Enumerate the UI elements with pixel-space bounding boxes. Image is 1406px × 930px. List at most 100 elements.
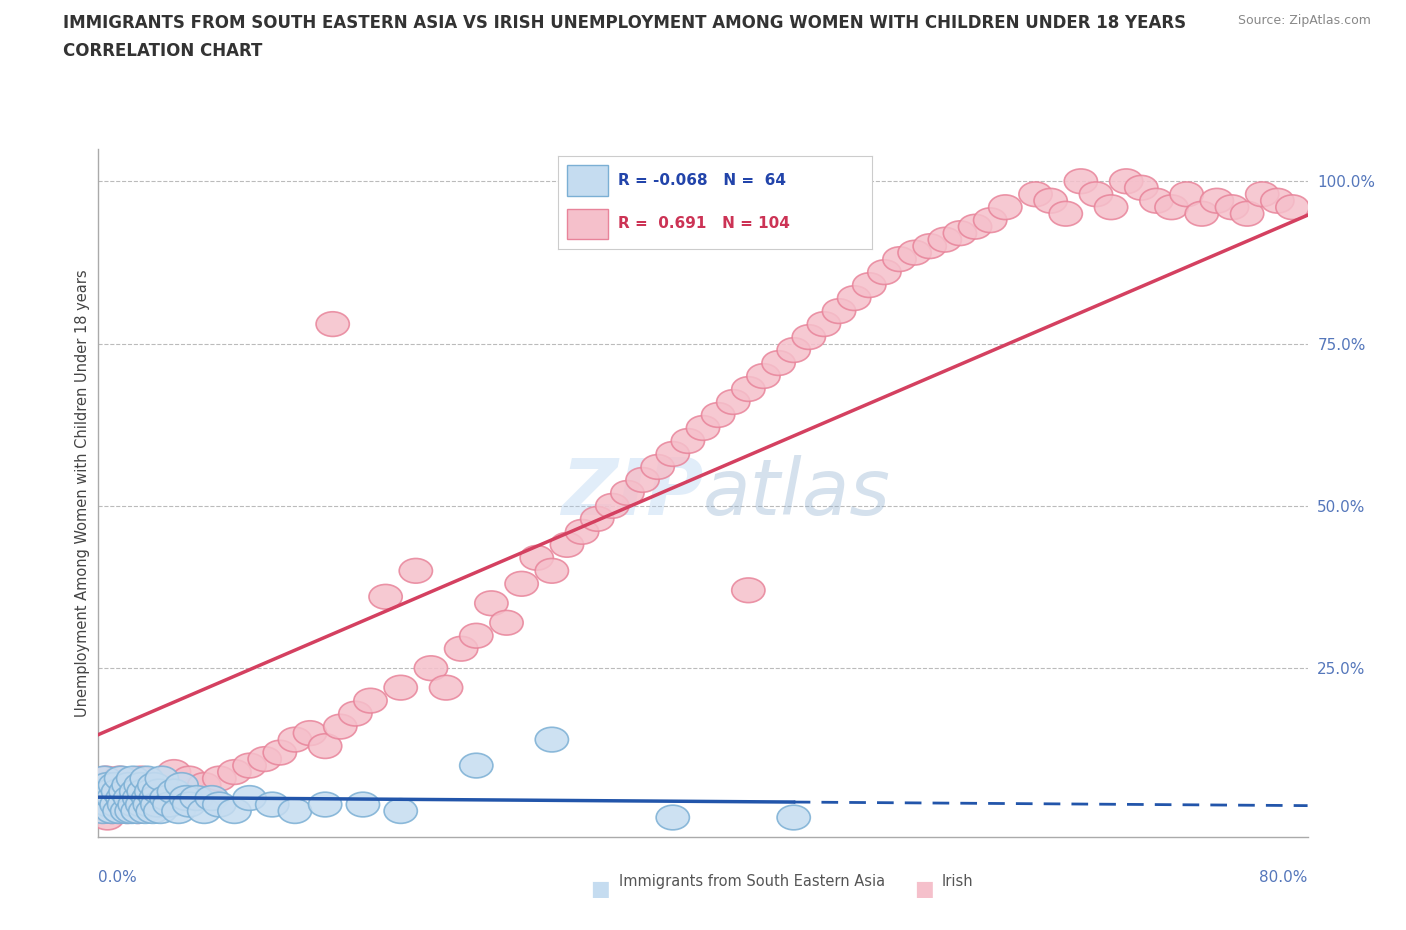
Ellipse shape xyxy=(86,773,120,797)
Ellipse shape xyxy=(346,792,380,817)
Ellipse shape xyxy=(1080,182,1112,206)
Text: ■: ■ xyxy=(591,879,610,899)
Ellipse shape xyxy=(145,766,179,790)
Ellipse shape xyxy=(110,779,142,804)
Text: 80.0%: 80.0% xyxy=(1260,870,1308,884)
Ellipse shape xyxy=(112,786,145,810)
Ellipse shape xyxy=(107,792,141,817)
Ellipse shape xyxy=(173,792,205,817)
Ellipse shape xyxy=(127,779,160,804)
Ellipse shape xyxy=(103,799,136,823)
Ellipse shape xyxy=(90,766,122,790)
Ellipse shape xyxy=(278,799,312,823)
Ellipse shape xyxy=(475,591,508,616)
Ellipse shape xyxy=(1125,176,1159,200)
Ellipse shape xyxy=(218,799,252,823)
Ellipse shape xyxy=(1049,202,1083,226)
Ellipse shape xyxy=(98,792,132,817)
Ellipse shape xyxy=(460,623,494,648)
Ellipse shape xyxy=(263,740,297,765)
Ellipse shape xyxy=(1154,195,1188,219)
Ellipse shape xyxy=(180,786,214,810)
Ellipse shape xyxy=(121,799,155,823)
Ellipse shape xyxy=(778,805,810,830)
Ellipse shape xyxy=(127,786,160,810)
Ellipse shape xyxy=(132,786,165,810)
Ellipse shape xyxy=(702,403,735,427)
Ellipse shape xyxy=(134,792,166,817)
Ellipse shape xyxy=(247,747,281,771)
Ellipse shape xyxy=(101,799,135,823)
Ellipse shape xyxy=(111,799,143,823)
Ellipse shape xyxy=(444,636,478,661)
Ellipse shape xyxy=(83,792,117,817)
Ellipse shape xyxy=(807,312,841,337)
Text: Irish: Irish xyxy=(942,874,973,889)
Ellipse shape xyxy=(101,779,135,804)
Ellipse shape xyxy=(135,773,167,797)
Ellipse shape xyxy=(762,351,796,376)
Ellipse shape xyxy=(173,766,205,790)
Ellipse shape xyxy=(87,766,121,790)
Ellipse shape xyxy=(316,312,349,337)
Ellipse shape xyxy=(354,688,387,713)
Ellipse shape xyxy=(91,773,124,797)
Ellipse shape xyxy=(165,773,198,797)
Ellipse shape xyxy=(308,792,342,817)
Ellipse shape xyxy=(96,799,129,823)
Ellipse shape xyxy=(105,773,139,797)
Ellipse shape xyxy=(93,792,125,817)
Ellipse shape xyxy=(550,533,583,557)
Ellipse shape xyxy=(323,714,357,739)
Ellipse shape xyxy=(129,799,162,823)
Ellipse shape xyxy=(187,773,221,797)
Ellipse shape xyxy=(747,364,780,389)
Ellipse shape xyxy=(120,779,153,804)
Ellipse shape xyxy=(105,786,139,810)
Ellipse shape xyxy=(1140,189,1173,213)
Ellipse shape xyxy=(91,805,124,830)
Ellipse shape xyxy=(489,610,523,635)
Ellipse shape xyxy=(671,429,704,453)
Ellipse shape xyxy=(195,786,228,810)
Ellipse shape xyxy=(415,656,447,681)
Ellipse shape xyxy=(731,377,765,402)
Ellipse shape xyxy=(136,799,170,823)
Text: IMMIGRANTS FROM SOUTH EASTERN ASIA VS IRISH UNEMPLOYMENT AMONG WOMEN WITH CHILDR: IMMIGRANTS FROM SOUTH EASTERN ASIA VS IR… xyxy=(63,14,1187,32)
Ellipse shape xyxy=(505,571,538,596)
Ellipse shape xyxy=(596,494,628,518)
Ellipse shape xyxy=(308,734,342,759)
Ellipse shape xyxy=(565,520,599,544)
Ellipse shape xyxy=(124,766,157,790)
Ellipse shape xyxy=(1019,182,1052,206)
Ellipse shape xyxy=(110,779,142,804)
Ellipse shape xyxy=(792,325,825,350)
Ellipse shape xyxy=(988,195,1022,219)
Y-axis label: Unemployment Among Women with Children Under 18 years: Unemployment Among Women with Children U… xyxy=(75,269,90,717)
Ellipse shape xyxy=(83,786,117,810)
Ellipse shape xyxy=(686,416,720,440)
Ellipse shape xyxy=(115,799,148,823)
Ellipse shape xyxy=(233,786,266,810)
Ellipse shape xyxy=(218,760,252,784)
Ellipse shape xyxy=(138,773,172,797)
Text: Immigrants from South Eastern Asia: Immigrants from South Eastern Asia xyxy=(619,874,884,889)
Ellipse shape xyxy=(97,786,131,810)
Ellipse shape xyxy=(157,779,191,804)
Ellipse shape xyxy=(823,299,856,324)
Ellipse shape xyxy=(1275,195,1309,219)
Ellipse shape xyxy=(118,792,152,817)
Ellipse shape xyxy=(399,559,433,583)
Ellipse shape xyxy=(536,559,568,583)
Ellipse shape xyxy=(368,584,402,609)
Ellipse shape xyxy=(641,455,675,479)
Ellipse shape xyxy=(118,779,152,804)
Ellipse shape xyxy=(84,779,118,804)
Ellipse shape xyxy=(278,727,312,752)
Ellipse shape xyxy=(731,578,765,603)
Ellipse shape xyxy=(778,338,810,363)
Ellipse shape xyxy=(912,233,946,259)
Ellipse shape xyxy=(717,390,749,415)
Ellipse shape xyxy=(1246,182,1279,206)
Ellipse shape xyxy=(122,786,156,810)
